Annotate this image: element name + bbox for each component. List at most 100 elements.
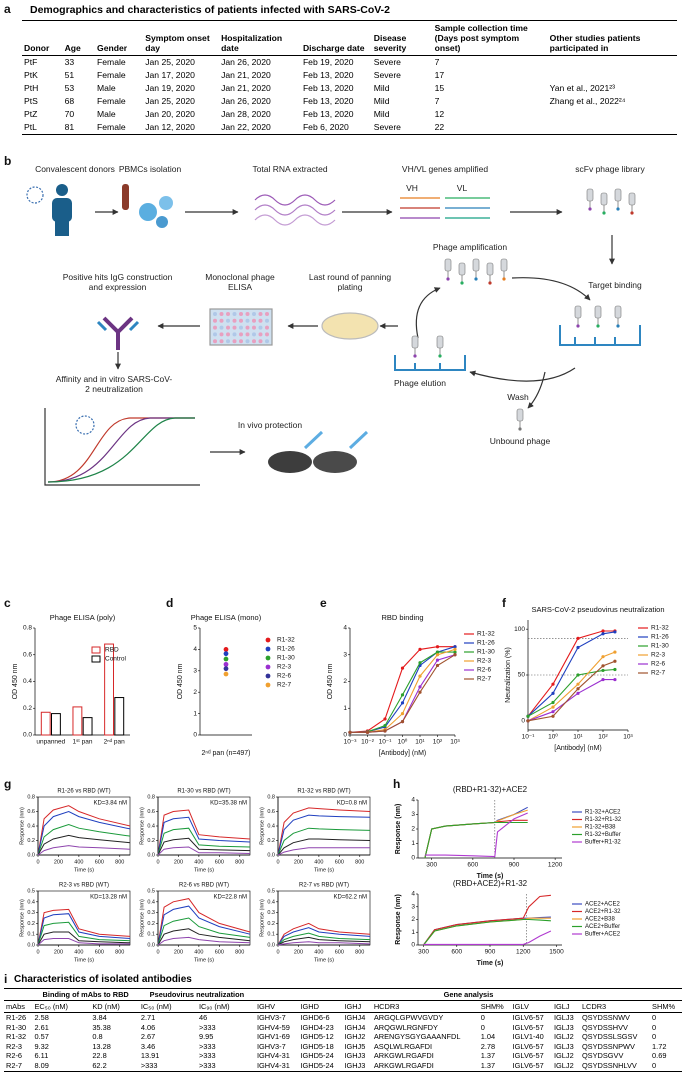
table-cell: IGLJ2 — [553, 1032, 574, 1042]
panel-letter: a — [4, 2, 11, 16]
y-tick-label: 3 — [343, 651, 347, 658]
series-line — [37, 908, 131, 946]
point — [576, 691, 580, 695]
column-header: Other studies patients participated in — [547, 20, 677, 56]
phage-tip — [474, 277, 478, 281]
x-tick-label: 600 — [467, 862, 478, 869]
plate-well — [265, 312, 269, 316]
point — [400, 712, 405, 716]
y-tick-label: 0.0 — [23, 732, 32, 739]
step-label: Last round of panning plating — [308, 272, 392, 292]
table-cell: Jan 26, 2020 — [221, 57, 271, 67]
table-cell: Jan 19, 2020 — [145, 83, 195, 93]
series-line — [527, 668, 615, 717]
table-cell: Female — [97, 96, 126, 106]
table-cell: Female — [97, 57, 126, 67]
table-row: PtS 68 Female Jan 25, 2020 Jan 26, 2020 Feb 1… — [22, 95, 677, 108]
point — [551, 710, 555, 714]
y-tick-label: 0.0 — [267, 852, 275, 858]
series-line — [424, 812, 528, 858]
x-tick-label: 10² — [433, 739, 443, 746]
table-cell: IGHD5-12 — [300, 1032, 334, 1042]
y-tick-label: 0.2 — [27, 838, 35, 844]
table-cell: Feb 13, 2020 — [302, 96, 354, 106]
table-cell: 3.84 — [92, 1013, 107, 1022]
plate-well — [252, 325, 256, 330]
annotation: KD=62.2 nM — [333, 895, 367, 901]
table-cell: Jan 20, 2020 — [145, 109, 195, 119]
table-cell: Feb 6, 2020 — [302, 122, 349, 132]
table-cell: >333 — [140, 1060, 158, 1070]
x-tick-label: 200 — [294, 949, 303, 955]
point — [551, 705, 555, 709]
point — [613, 659, 617, 663]
table-title: Demographics and characteristics of pati… — [30, 4, 390, 16]
antibody — [102, 316, 134, 350]
step-label: Phage elution — [394, 378, 446, 388]
y-tick-label: 1 — [411, 840, 415, 847]
y-axis-label: Response (nm) — [19, 899, 25, 937]
y-tick-label: 0.4 — [147, 823, 155, 829]
point — [613, 677, 617, 682]
series-line — [277, 936, 371, 946]
y-tick-label: 4 — [193, 646, 197, 653]
y-tick-label: 0.3 — [27, 910, 35, 916]
table-cell: Jan 17, 2020 — [145, 70, 195, 80]
y-tick-label: 0.0 — [27, 852, 35, 858]
table-title: Characteristics of isolated antibodies — [14, 974, 192, 985]
group-row: Binding of mAbs to RBD Pseudovirus neutra… — [4, 988, 682, 1001]
table-cell: 2.71 — [140, 1013, 156, 1022]
y-tick-label: 0 — [343, 732, 347, 739]
series-line — [277, 941, 371, 946]
plate-well — [226, 325, 230, 330]
y-axis-label: OD 450 nm — [327, 663, 334, 699]
series-line — [157, 837, 251, 856]
y-tick-label: 1 — [343, 705, 347, 712]
series-line — [527, 631, 615, 717]
x-tick-label: 400 — [194, 859, 203, 865]
y-tick-label: 100 — [514, 626, 525, 633]
x-tick-label: 400 — [74, 949, 83, 955]
column-header: IC₅₀ (nM) — [138, 1000, 197, 1013]
table-cell: 0 — [480, 1013, 485, 1022]
virus-icon — [26, 186, 44, 204]
point — [383, 717, 387, 721]
plate-well — [232, 339, 237, 344]
y-tick-label: 0.5 — [267, 888, 275, 894]
cell — [156, 216, 168, 228]
y-axis-label: Response (nm) — [395, 804, 402, 855]
legend-label: R2-7 — [651, 670, 665, 677]
series-line — [157, 827, 251, 856]
column-header: Hospitalization date — [219, 20, 301, 56]
table-cell: 3.46 — [140, 1041, 156, 1051]
x-tick-label: 10¹ — [415, 739, 425, 746]
series-line — [277, 807, 371, 856]
legend-label: R1-32+R1-32 — [585, 817, 622, 823]
group-header: Binding of mAbs to RBD — [32, 988, 139, 1001]
plate-well — [258, 318, 263, 323]
y-tick-label: 3 — [411, 811, 415, 818]
table-cell: QSYDSSNHLVV — [581, 1060, 637, 1070]
point — [223, 671, 229, 677]
rna-strand — [254, 214, 336, 226]
table-cell: Female — [97, 70, 126, 80]
chart: 0.0 0.2 0.4 0.6 0.8 0 200 400 600 800 R1-30 vs RBD… — [139, 789, 251, 873]
legend-label: ACE2+R1-32 — [585, 909, 621, 915]
table-row: R1-26 2.58 3.84 2.71 46 IGHV3-7 IGHD6-6 IGHJ4 AR… — [4, 1013, 682, 1023]
y-tick-label: 0 — [193, 732, 197, 739]
x-tick-label: 800 — [355, 859, 364, 865]
y-tick-label: 0.6 — [147, 809, 155, 815]
point — [435, 658, 440, 662]
phage-tip — [488, 281, 492, 285]
table-row: PtK 51 Female Jan 17, 2020 Jan 21, 2020 Feb 1… — [22, 69, 677, 82]
series-line — [37, 913, 131, 946]
plate-well — [219, 325, 224, 330]
plate-well — [258, 312, 263, 316]
y-tick-label: 0.4 — [267, 823, 275, 829]
table-cell: IGLV6-57 — [512, 1013, 544, 1022]
annotation: KD=0.8 nM — [337, 801, 367, 807]
group-header — [4, 988, 33, 1001]
column-header: Sample collection time (Days post sympto… — [432, 20, 548, 56]
donor-head — [56, 184, 68, 196]
x-tick-label: 200 — [294, 859, 303, 865]
